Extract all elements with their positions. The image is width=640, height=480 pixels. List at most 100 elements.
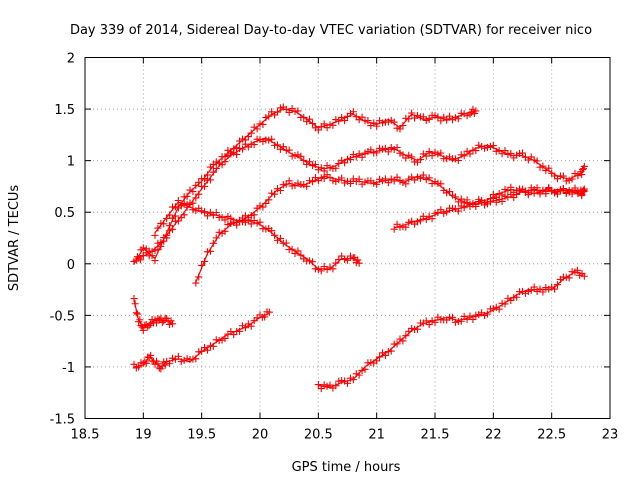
data-point (262, 225, 270, 233)
data-point (486, 194, 494, 203)
data-point (343, 112, 352, 120)
data-point (261, 313, 269, 321)
data-point (413, 158, 422, 166)
data-point (168, 354, 177, 362)
data-point (481, 311, 489, 319)
data-point (460, 152, 468, 160)
data-point (390, 118, 398, 126)
data-point (323, 171, 331, 179)
y-tick-label: -0.5 (50, 309, 75, 324)
data-point (209, 342, 217, 350)
data-point (218, 161, 226, 169)
data-point (393, 173, 401, 181)
data-point (285, 177, 293, 185)
data-point (518, 149, 527, 157)
data-point (152, 319, 161, 327)
data-point (370, 119, 378, 127)
y-tick-label: 1 (67, 155, 75, 170)
data-point (285, 108, 293, 117)
data-point (308, 258, 317, 266)
data-point (320, 167, 328, 175)
data-point (154, 224, 162, 232)
data-point (483, 310, 492, 318)
data-point (425, 115, 433, 123)
data-point (489, 190, 497, 198)
y-axis-title: SDTVAR / TECUs (7, 185, 22, 292)
data-point (133, 310, 142, 318)
data-point (361, 178, 369, 186)
data-point (338, 252, 346, 260)
data-point (154, 239, 162, 247)
data-point (195, 178, 203, 186)
data-point (236, 144, 244, 152)
data-point (151, 246, 159, 254)
data-point (437, 206, 445, 214)
data-point (233, 218, 241, 226)
data-point (376, 144, 384, 152)
data-point (256, 202, 264, 210)
data-point (306, 115, 314, 123)
data-point (168, 320, 177, 328)
data-point (384, 148, 392, 156)
data-point (533, 187, 541, 195)
data-point (238, 214, 247, 222)
data-point (367, 121, 375, 130)
data-point (273, 141, 282, 149)
data-point (203, 212, 212, 220)
data-point (241, 324, 249, 332)
data-point (174, 196, 182, 205)
data-point (408, 324, 416, 332)
data-point (215, 228, 223, 236)
data-point (294, 179, 302, 187)
data-point (373, 180, 381, 188)
data-point (189, 188, 197, 196)
data-point (279, 143, 287, 151)
data-point (201, 257, 209, 265)
data-point (451, 114, 459, 122)
data-point (559, 172, 567, 180)
data-point (247, 220, 255, 228)
data-point (422, 317, 430, 325)
series-s1 (130, 103, 480, 265)
data-point (192, 279, 200, 287)
data-point (346, 179, 354, 187)
data-point (288, 245, 296, 253)
data-point (387, 347, 395, 355)
data-point (376, 175, 384, 183)
data-point (238, 145, 247, 153)
data-point (174, 352, 182, 360)
data-point (227, 327, 235, 336)
data-point (160, 220, 168, 228)
data-point (306, 257, 314, 265)
data-point (472, 200, 480, 208)
data-point (256, 120, 264, 128)
data-point (466, 312, 474, 320)
data-point (253, 125, 261, 133)
y-tick-label: 0.5 (54, 206, 75, 221)
data-point (250, 211, 258, 219)
data-point (504, 150, 512, 158)
data-point (256, 218, 264, 226)
data-point (227, 214, 235, 222)
data-point (130, 295, 138, 303)
data-point (335, 377, 343, 385)
data-point (161, 361, 169, 369)
data-point (311, 174, 319, 182)
data-point (195, 273, 203, 281)
data-point (530, 189, 538, 197)
data-point (139, 244, 147, 252)
data-point (463, 315, 471, 323)
data-point (317, 123, 325, 131)
data-point (206, 176, 214, 184)
series-s6 (130, 295, 177, 334)
data-point (352, 113, 360, 121)
data-point (469, 200, 477, 208)
data-point (416, 174, 424, 182)
data-point (288, 104, 296, 113)
data-point (221, 334, 229, 342)
data-point (341, 159, 349, 167)
data-point (399, 122, 407, 130)
data-point (565, 186, 573, 194)
data-point (244, 143, 252, 151)
